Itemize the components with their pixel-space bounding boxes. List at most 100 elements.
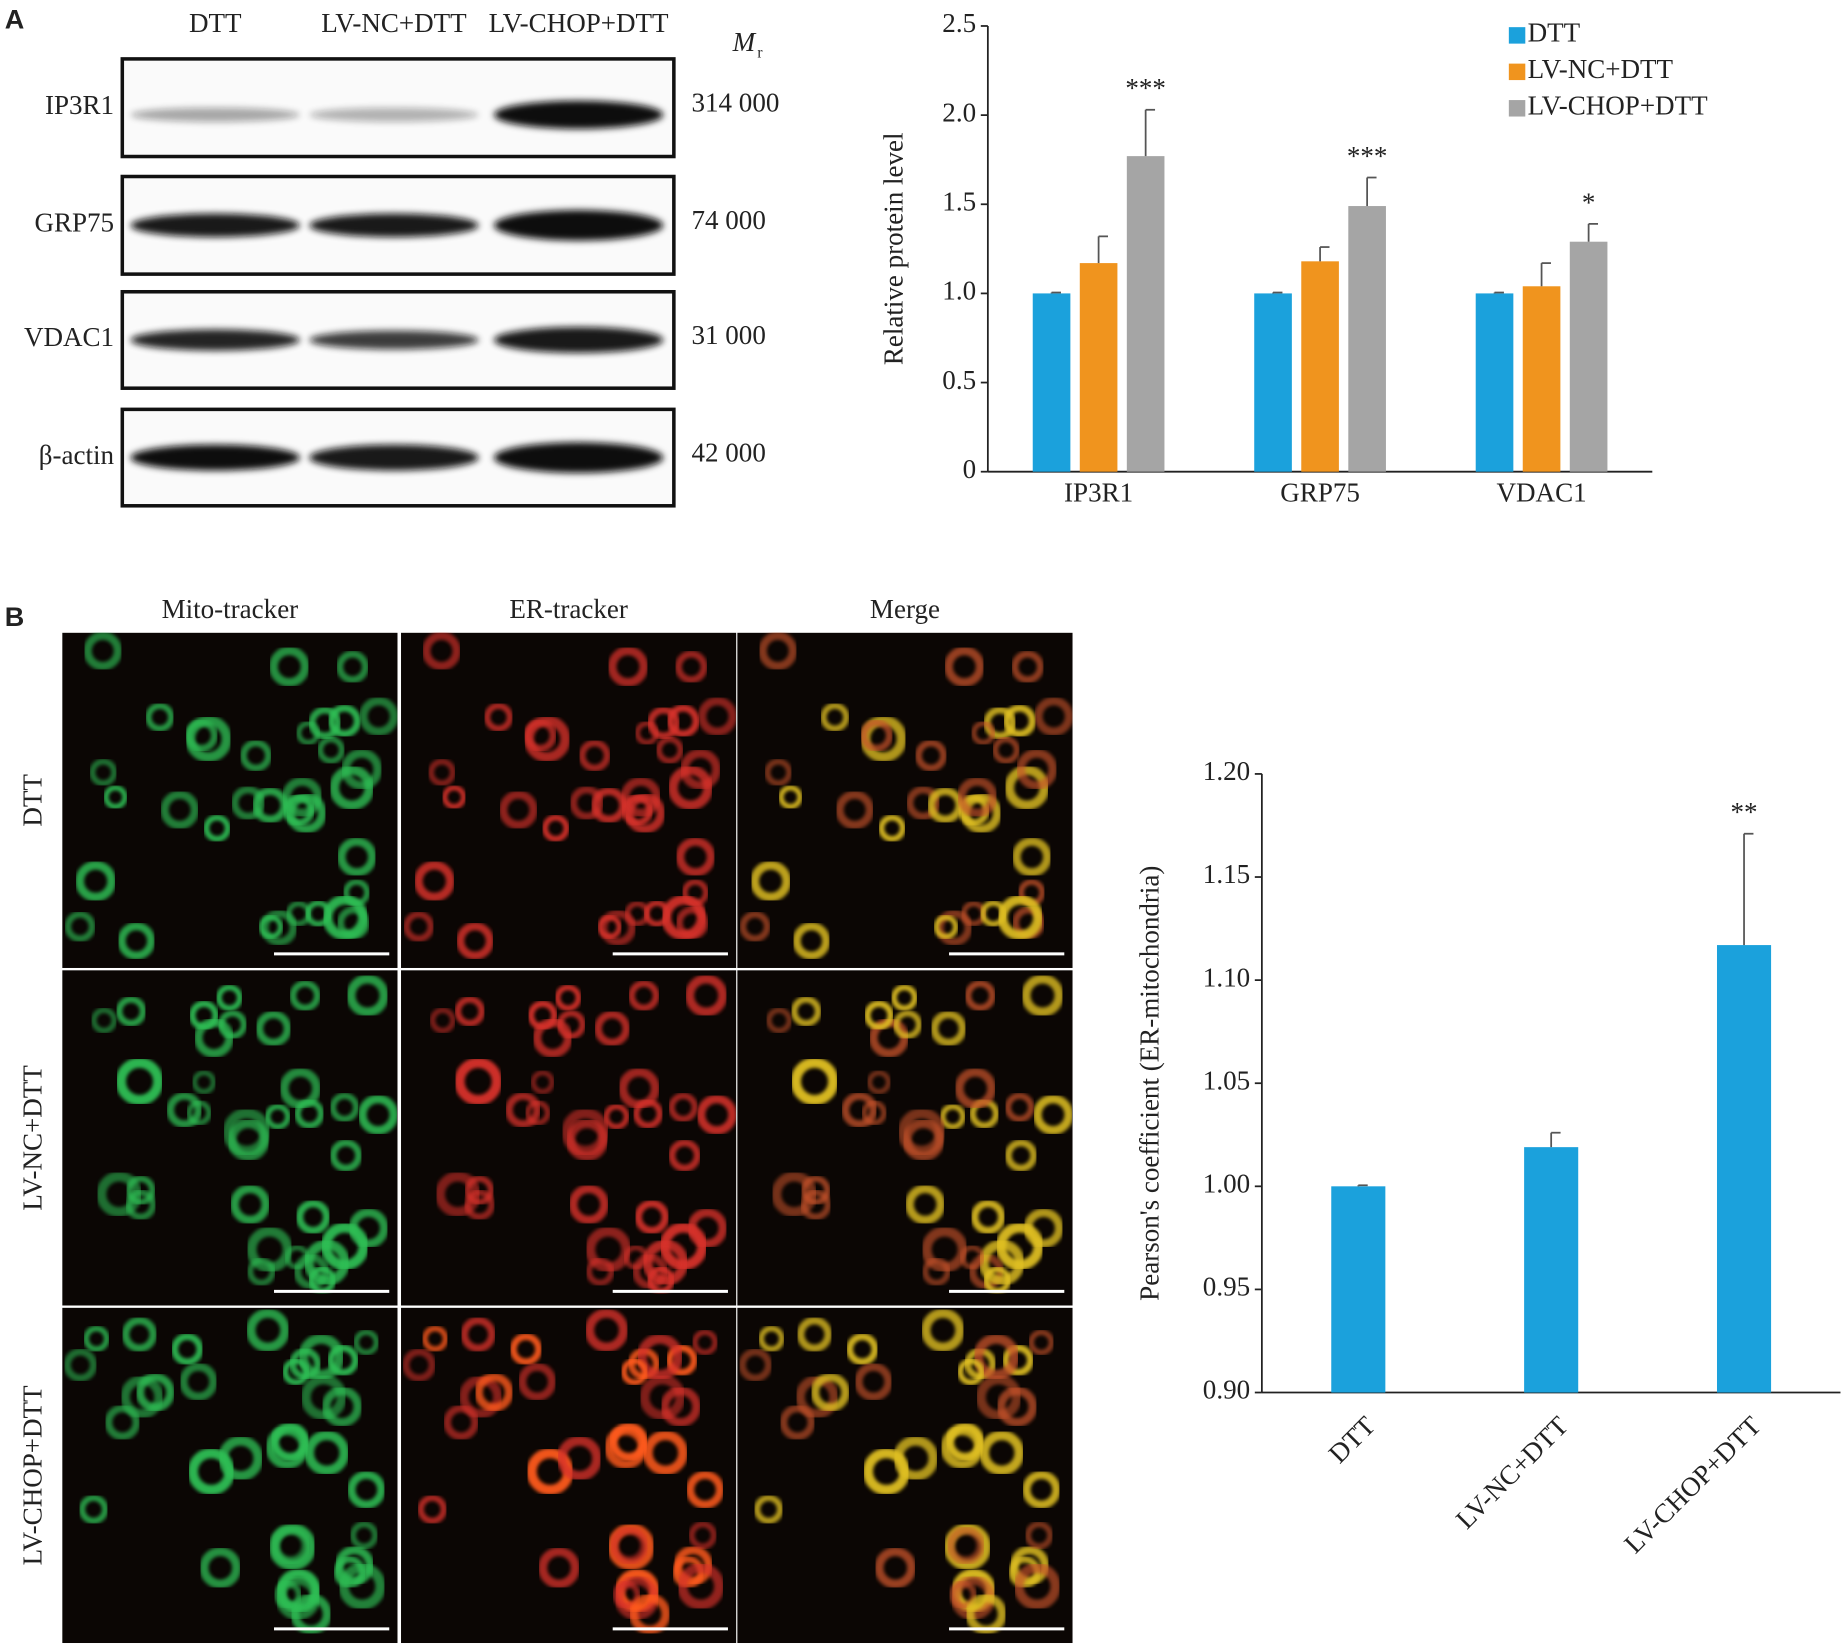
cell [561, 1108, 610, 1157]
cell [685, 974, 728, 1017]
cell [1004, 1139, 1038, 1172]
cell [403, 911, 435, 943]
cell [666, 704, 700, 738]
cell [509, 1333, 543, 1366]
cell [978, 1239, 1025, 1286]
legend-swatch [1508, 63, 1526, 81]
cell [915, 739, 947, 772]
cell [317, 736, 345, 764]
cell [668, 1092, 699, 1123]
cell [117, 922, 156, 960]
error-bar [1050, 291, 1061, 294]
micrograph [401, 1307, 737, 1644]
cell [796, 1316, 833, 1353]
cell [874, 1547, 917, 1589]
micrographs: Mito-tracker ER-tracker Merge DTT LV-NC+DTT L… [17, 594, 1074, 1644]
cell [688, 1521, 717, 1550]
cell [686, 1470, 725, 1509]
cell [428, 758, 456, 787]
x-tick-label: GRP75 [1280, 477, 1360, 507]
cell [258, 914, 284, 940]
cell [246, 1308, 290, 1352]
cell [347, 1470, 386, 1509]
cell [569, 785, 604, 821]
row-label: DTT [17, 774, 47, 827]
cell [189, 1000, 219, 1031]
cell [1028, 1329, 1055, 1356]
cell [642, 1239, 689, 1286]
micrograph [401, 970, 737, 1306]
cell [346, 974, 389, 1017]
bar [1522, 286, 1561, 472]
cell [933, 914, 959, 940]
cell [417, 1494, 447, 1525]
mr-value: 31 000 [692, 320, 766, 350]
bar [1079, 263, 1118, 472]
cell [91, 1007, 118, 1034]
cell [295, 1199, 331, 1235]
cell [946, 1526, 985, 1565]
cell [679, 748, 721, 790]
error-bar [1144, 108, 1156, 157]
cell [921, 1308, 965, 1352]
cell [349, 1521, 379, 1550]
cell [954, 1067, 997, 1110]
blot-band [493, 100, 664, 129]
blot-band [309, 213, 479, 238]
cell [530, 1070, 555, 1095]
cell [103, 785, 128, 810]
blot-band [130, 213, 300, 238]
cell [897, 1108, 946, 1157]
cell [623, 1244, 649, 1270]
row-label: LV-CHOP+DTT [17, 1385, 47, 1565]
blot-band [130, 444, 300, 471]
error-bar [1272, 291, 1283, 294]
micrograph [401, 631, 737, 968]
y-tick-label: 0.5 [942, 365, 976, 395]
cell [893, 1435, 939, 1481]
blot-band [309, 107, 479, 122]
cell [443, 1404, 479, 1441]
cell [304, 1430, 350, 1476]
y-tick-label: 2.0 [942, 97, 976, 127]
cell [584, 1308, 629, 1352]
cell [125, 1189, 157, 1221]
cell [269, 646, 310, 687]
blot-band [493, 327, 664, 353]
column-label: ER-tracker [509, 594, 628, 624]
cell [499, 790, 538, 830]
y-tick-label: 1.5 [942, 186, 976, 216]
x-tick-label: LV-NC+DTT [1450, 1410, 1574, 1534]
error-bar [1097, 235, 1109, 264]
cell [413, 860, 455, 902]
cell [298, 1333, 345, 1380]
cell [442, 785, 467, 810]
cell [230, 1184, 271, 1225]
cell [296, 720, 321, 746]
cell [527, 1000, 558, 1031]
cell [556, 1435, 602, 1481]
cell [1021, 974, 1064, 1017]
cell [696, 1094, 737, 1135]
bar [1475, 293, 1514, 472]
cell [764, 758, 793, 787]
cell [568, 1184, 609, 1225]
cell [668, 1139, 701, 1172]
significance: * [1582, 187, 1596, 217]
cell [1022, 1470, 1061, 1509]
cell [75, 860, 117, 902]
cell [160, 790, 200, 830]
y-tick-label: 0.90 [1203, 1375, 1250, 1405]
cell [594, 1010, 631, 1047]
panel-label: A [5, 4, 25, 34]
error-bar [1319, 246, 1330, 262]
cell [835, 790, 875, 830]
cell [820, 702, 850, 732]
cell [83, 631, 123, 671]
cell [89, 758, 118, 787]
legend-label: LV-CHOP+DTT [1528, 91, 1708, 121]
cell [758, 1325, 785, 1352]
cell [353, 1329, 380, 1356]
cell [607, 646, 649, 687]
